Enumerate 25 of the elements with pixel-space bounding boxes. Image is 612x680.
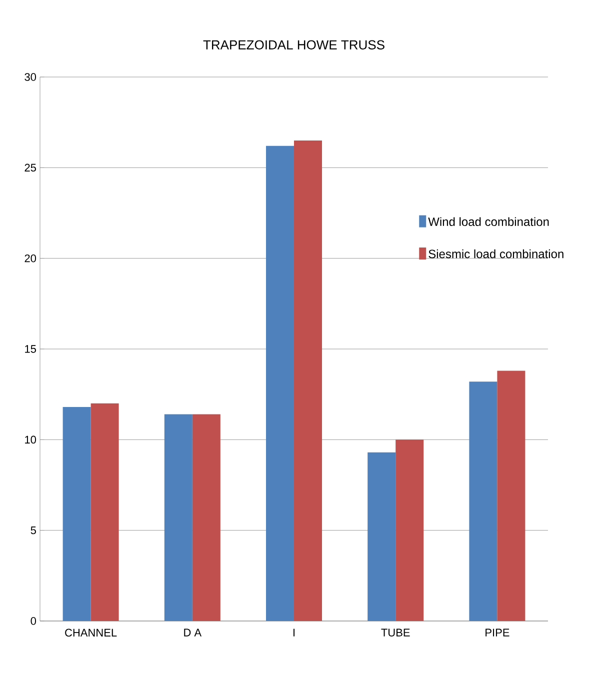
bar xyxy=(294,140,322,621)
y-tick-label: 20 xyxy=(24,254,36,262)
bar xyxy=(266,146,294,621)
y-tick-label: 0 xyxy=(30,617,36,625)
bar xyxy=(90,403,119,621)
bar xyxy=(469,382,498,621)
y-tick-label: 15 xyxy=(25,345,36,353)
bar xyxy=(192,414,220,621)
y-tick-label: 30 xyxy=(24,73,36,81)
chart-title: TRAPEZOIDAL HOWE TRUSS xyxy=(203,40,384,50)
x-tick-label: CHANNEL xyxy=(65,628,117,637)
legend-label: Wind load combination xyxy=(428,217,549,226)
y-tick-label: 25 xyxy=(24,164,36,172)
bar xyxy=(62,407,91,621)
bar xyxy=(164,414,192,621)
x-tick-label: PIPE xyxy=(486,628,510,636)
legend-label: Siesmic load combination xyxy=(428,249,564,258)
y-tick-label: 10 xyxy=(25,436,36,444)
bar xyxy=(396,440,424,621)
y-tick-label: 5 xyxy=(30,526,36,534)
bar xyxy=(497,370,526,621)
bar xyxy=(368,452,396,621)
x-tick-label: D A xyxy=(184,628,202,636)
x-tick-label: I xyxy=(293,628,295,636)
x-tick-label: TUBE xyxy=(381,628,410,636)
